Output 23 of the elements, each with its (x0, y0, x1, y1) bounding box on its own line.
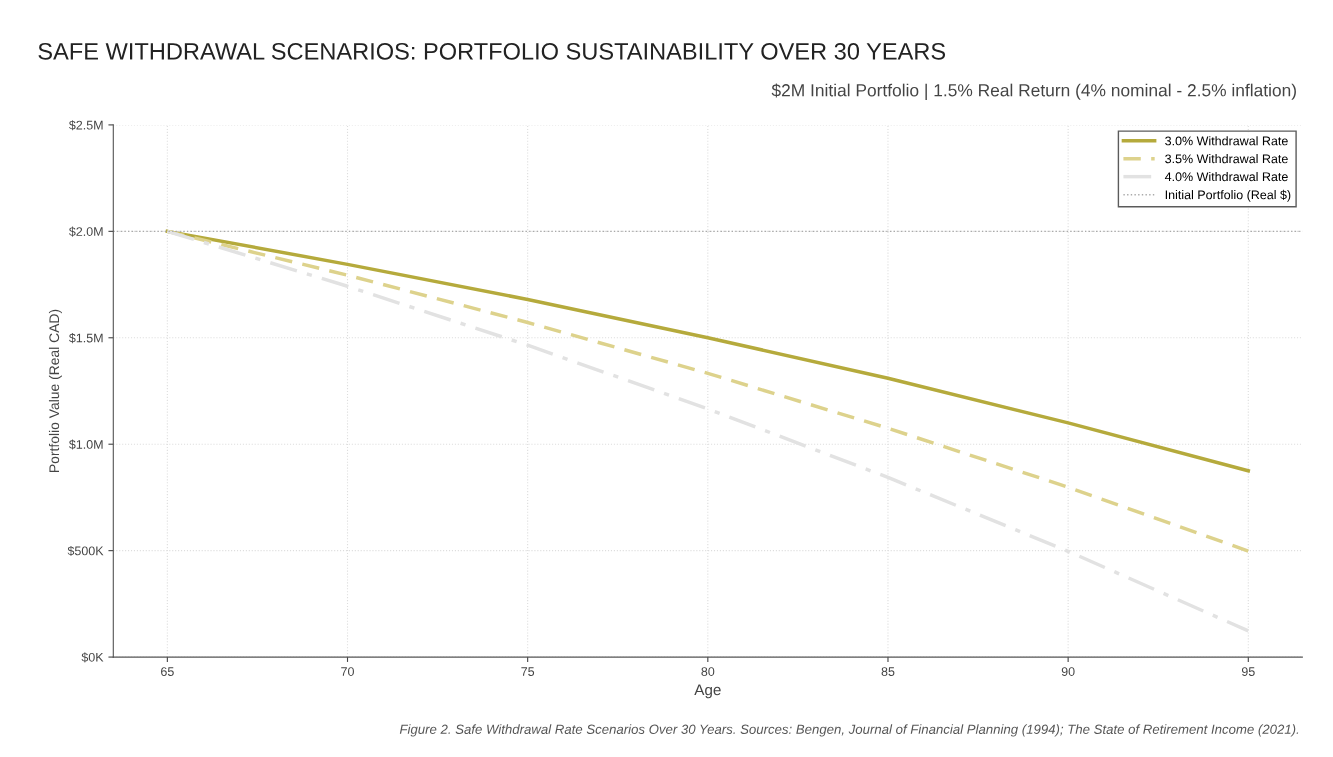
legend-label: 3.5% Withdrawal Rate (1165, 154, 1288, 164)
x-tick-label: 85 (881, 667, 895, 676)
legend-label: 3.0% Withdrawal Rate (1165, 136, 1288, 146)
y-tick-label: $500K (67, 545, 104, 557)
y-tick-label: $1.0M (68, 439, 103, 450)
x-axis-title: Age (694, 684, 721, 699)
x-tick-label: 80 (701, 667, 715, 676)
chart-subtitle: $2M Initial Portfolio | 1.5% Real Return (4% nominal - 2.5% inflation) (771, 83, 1296, 100)
x-tick-label: 95 (1241, 667, 1255, 676)
legend-label: 4.0% Withdrawal Rate (1164, 171, 1288, 182)
y-tick-label: $1.5M (68, 333, 103, 344)
x-tick-label: 90 (1061, 667, 1075, 676)
y-tick-label: $2.5M (68, 120, 103, 131)
y-axis-title: Portfolio Value (Real CAD) (48, 309, 62, 472)
x-tick-label: 70 (341, 667, 354, 676)
line-series (165, 229, 1251, 473)
x-tick-label: 65 (161, 667, 174, 676)
x-tick-label: 75 (521, 667, 535, 676)
caption: Figure 2. Safe Withdrawal Rate Scenarios Over 30 Years. Sources: Bengen, Journal of Financial Planning (1994); The State of Retirement Income (2021). (399, 724, 1299, 737)
y-tick-label: $0K (81, 652, 104, 663)
y-tick-label: $2.0M (68, 226, 103, 237)
legend-label: Initial Portfolio (Real $) (1165, 189, 1291, 202)
chart-title: SAFE WITHDRAWAL SCENARIOS: PORTFOLIO SUSTAINABILITY OVER 30 YEARS (38, 42, 946, 60)
